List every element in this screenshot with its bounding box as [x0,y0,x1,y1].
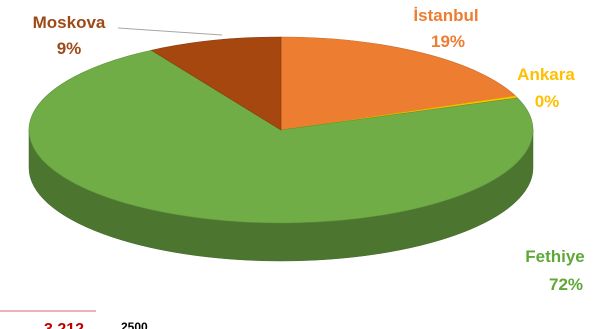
label-istanbul-name: İstanbul [413,6,478,25]
fragment-left-value: 3.212 [44,321,84,329]
pie-slice-istanbul [280,36,516,131]
label-ankara-percent: 0% [535,92,560,111]
pie-top [28,36,534,224]
label-moskova-name: Moskova [33,13,106,32]
moskova-leader-line [117,27,223,36]
label-ankara-name: Ankara [517,65,575,84]
pie-slice-moskova [150,36,282,131]
fragment-right-value: 2500 [121,320,148,329]
label-istanbul-percent: 19% [431,32,465,51]
label-fethiye-percent: 72% [549,275,583,294]
label-moskova-percent: 9% [57,39,82,58]
pie-slice-fethiye [28,49,534,224]
label-fethiye-name: Fethiye [525,247,585,266]
